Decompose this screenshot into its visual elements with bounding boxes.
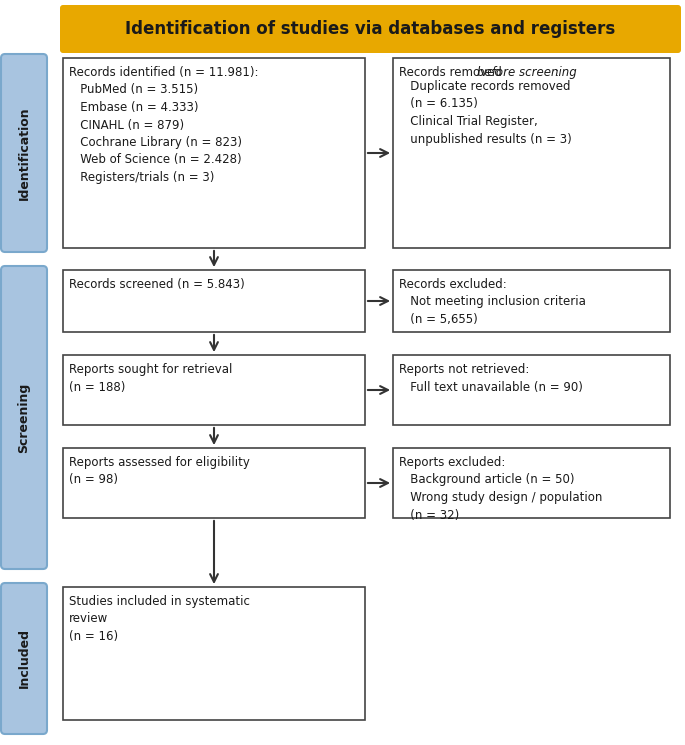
FancyBboxPatch shape	[1, 266, 47, 569]
Text: Reports not retrieved:
   Full text unavailable (n = 90): Reports not retrieved: Full text unavail…	[399, 363, 583, 393]
FancyBboxPatch shape	[1, 583, 47, 734]
Text: :: :	[554, 66, 558, 79]
Text: Reports excluded:
   Background article (n = 50)
   Wrong study design / populat: Reports excluded: Background article (n …	[399, 456, 602, 522]
FancyBboxPatch shape	[63, 58, 365, 248]
Text: Screening: Screening	[18, 382, 31, 453]
FancyBboxPatch shape	[63, 587, 365, 720]
Text: Included: Included	[18, 629, 31, 688]
Text: Reports sought for retrieval
(n = 188): Reports sought for retrieval (n = 188)	[69, 363, 232, 393]
FancyBboxPatch shape	[63, 270, 365, 332]
Text: Identification: Identification	[18, 107, 31, 200]
FancyBboxPatch shape	[63, 355, 365, 425]
Text: Records screened (n = 5.843): Records screened (n = 5.843)	[69, 278, 245, 291]
Text: Reports assessed for eligibility
(n = 98): Reports assessed for eligibility (n = 98…	[69, 456, 250, 486]
FancyBboxPatch shape	[393, 448, 670, 518]
FancyBboxPatch shape	[393, 270, 670, 332]
Text: Identification of studies via databases and registers: Identification of studies via databases …	[125, 20, 616, 38]
FancyBboxPatch shape	[393, 355, 670, 425]
Text: before screening: before screening	[477, 66, 576, 79]
FancyBboxPatch shape	[60, 5, 681, 53]
Text: Studies included in systematic
review
(n = 16): Studies included in systematic review (n…	[69, 595, 250, 643]
FancyBboxPatch shape	[1, 54, 47, 252]
FancyBboxPatch shape	[63, 448, 365, 518]
Text: Records identified (n = 11.981):
   PubMed (n = 3.515)
   Embase (n = 4.333)
   : Records identified (n = 11.981): PubMed …	[69, 66, 258, 184]
Text: Duplicate records removed
   (n = 6.135)
   Clinical Trial Register,
   unpublis: Duplicate records removed (n = 6.135) Cl…	[399, 80, 572, 145]
Text: Records removed: Records removed	[399, 66, 506, 79]
FancyBboxPatch shape	[393, 58, 670, 248]
Text: Records excluded:
   Not meeting inclusion criteria
   (n = 5,655): Records excluded: Not meeting inclusion …	[399, 278, 586, 326]
